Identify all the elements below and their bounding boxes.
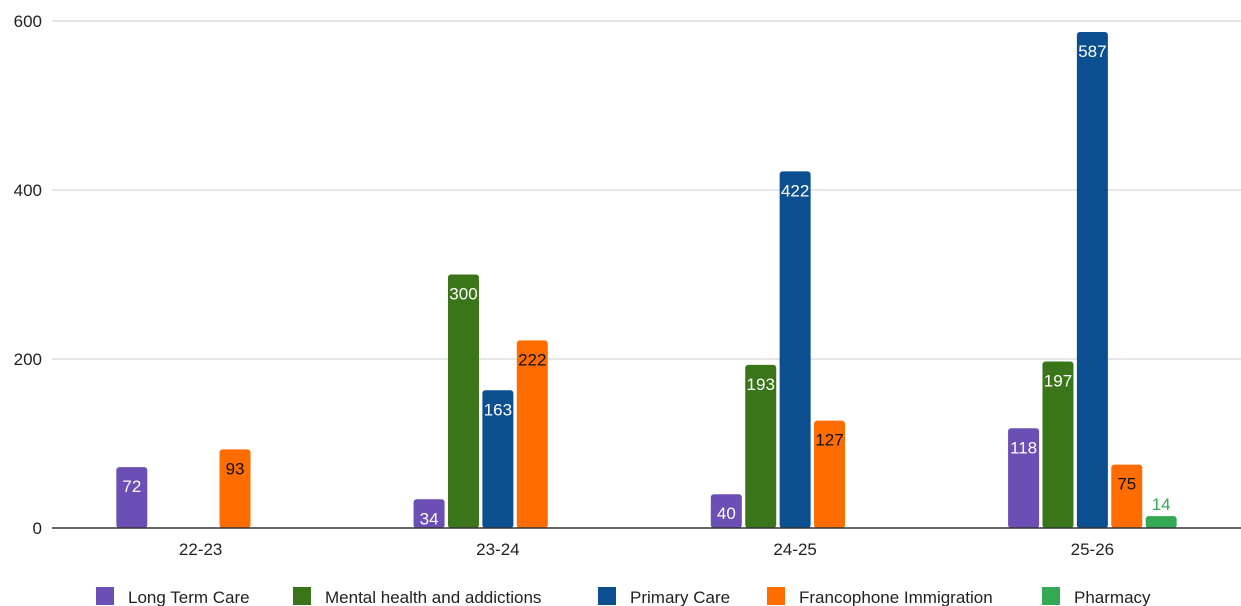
data-label: 163	[484, 400, 512, 419]
data-label: 300	[449, 285, 477, 304]
legend-item: Mental health and addictions	[293, 587, 541, 606]
bar-22-23-4	[219, 449, 251, 528]
bar-22-23-1	[116, 467, 148, 528]
legend-item: Francophone Immigration	[767, 587, 993, 606]
legend-label: Mental health and addictions	[325, 588, 541, 606]
bar-25-26-3	[1076, 31, 1108, 529]
data-label: 197	[1044, 372, 1072, 391]
bar-24-25-2	[745, 364, 777, 528]
y-tick-label: 0	[33, 519, 42, 538]
data-label: 14	[1152, 495, 1171, 514]
data-label: 72	[122, 477, 141, 496]
bar-24-25-3	[779, 171, 811, 528]
legend-swatch	[293, 587, 311, 605]
x-tick-label: 23-24	[476, 540, 519, 559]
bar-25-26-5	[1145, 516, 1177, 528]
data-label: 193	[747, 375, 775, 394]
y-tick-label: 600	[14, 12, 42, 31]
y-tick-label: 400	[14, 181, 42, 200]
x-axis: 22-23 23-24 24-25 25-26	[52, 527, 1241, 559]
data-label: 118	[1010, 438, 1037, 457]
data-label: 222	[518, 350, 546, 369]
legend-label: Long Term Care	[128, 588, 250, 606]
data-label: 40	[717, 504, 736, 523]
x-tick-label: 22-23	[179, 540, 222, 559]
data-label: 75	[1117, 475, 1136, 494]
data-label: 587	[1078, 42, 1106, 61]
bar-23-24-1	[413, 499, 445, 528]
legend-label: Primary Care	[630, 588, 730, 606]
bar-24-25-1	[710, 494, 742, 528]
data-label: 93	[226, 459, 245, 478]
x-tick-label: 24-25	[773, 540, 816, 559]
bar-23-24-3	[482, 390, 514, 528]
bars: 72 93 34 300 163 222 40 193 422 127 118 197 587 75 14	[116, 31, 1177, 529]
bar-24-25-4	[814, 420, 846, 528]
legend-swatch	[1042, 587, 1060, 605]
legend: Long Term Care Mental health and addictio…	[96, 587, 1151, 606]
legend-item: Primary Care	[598, 587, 730, 606]
data-label: 127	[815, 431, 843, 450]
legend-swatch	[598, 587, 616, 605]
bar-23-24-2	[447, 274, 479, 528]
bar-23-24-4	[516, 340, 548, 528]
x-tick-label: 25-26	[1071, 540, 1114, 559]
data-label: 422	[781, 181, 809, 200]
legend-item: Long Term Care	[96, 587, 250, 606]
bar-25-26-1	[1008, 428, 1040, 528]
legend-label: Pharmacy	[1074, 588, 1151, 606]
legend-label: Francophone Immigration	[799, 588, 993, 606]
gridlines	[52, 20, 1241, 360]
bar-25-26-4	[1111, 464, 1143, 528]
y-axis: 0 200 400 600	[14, 12, 42, 538]
legend-swatch	[96, 587, 114, 605]
legend-item: Pharmacy	[1042, 587, 1151, 606]
legend-swatch	[767, 587, 785, 605]
bar-25-26-2	[1042, 361, 1074, 528]
data-label: 34	[420, 509, 439, 528]
y-tick-label: 200	[14, 350, 42, 369]
